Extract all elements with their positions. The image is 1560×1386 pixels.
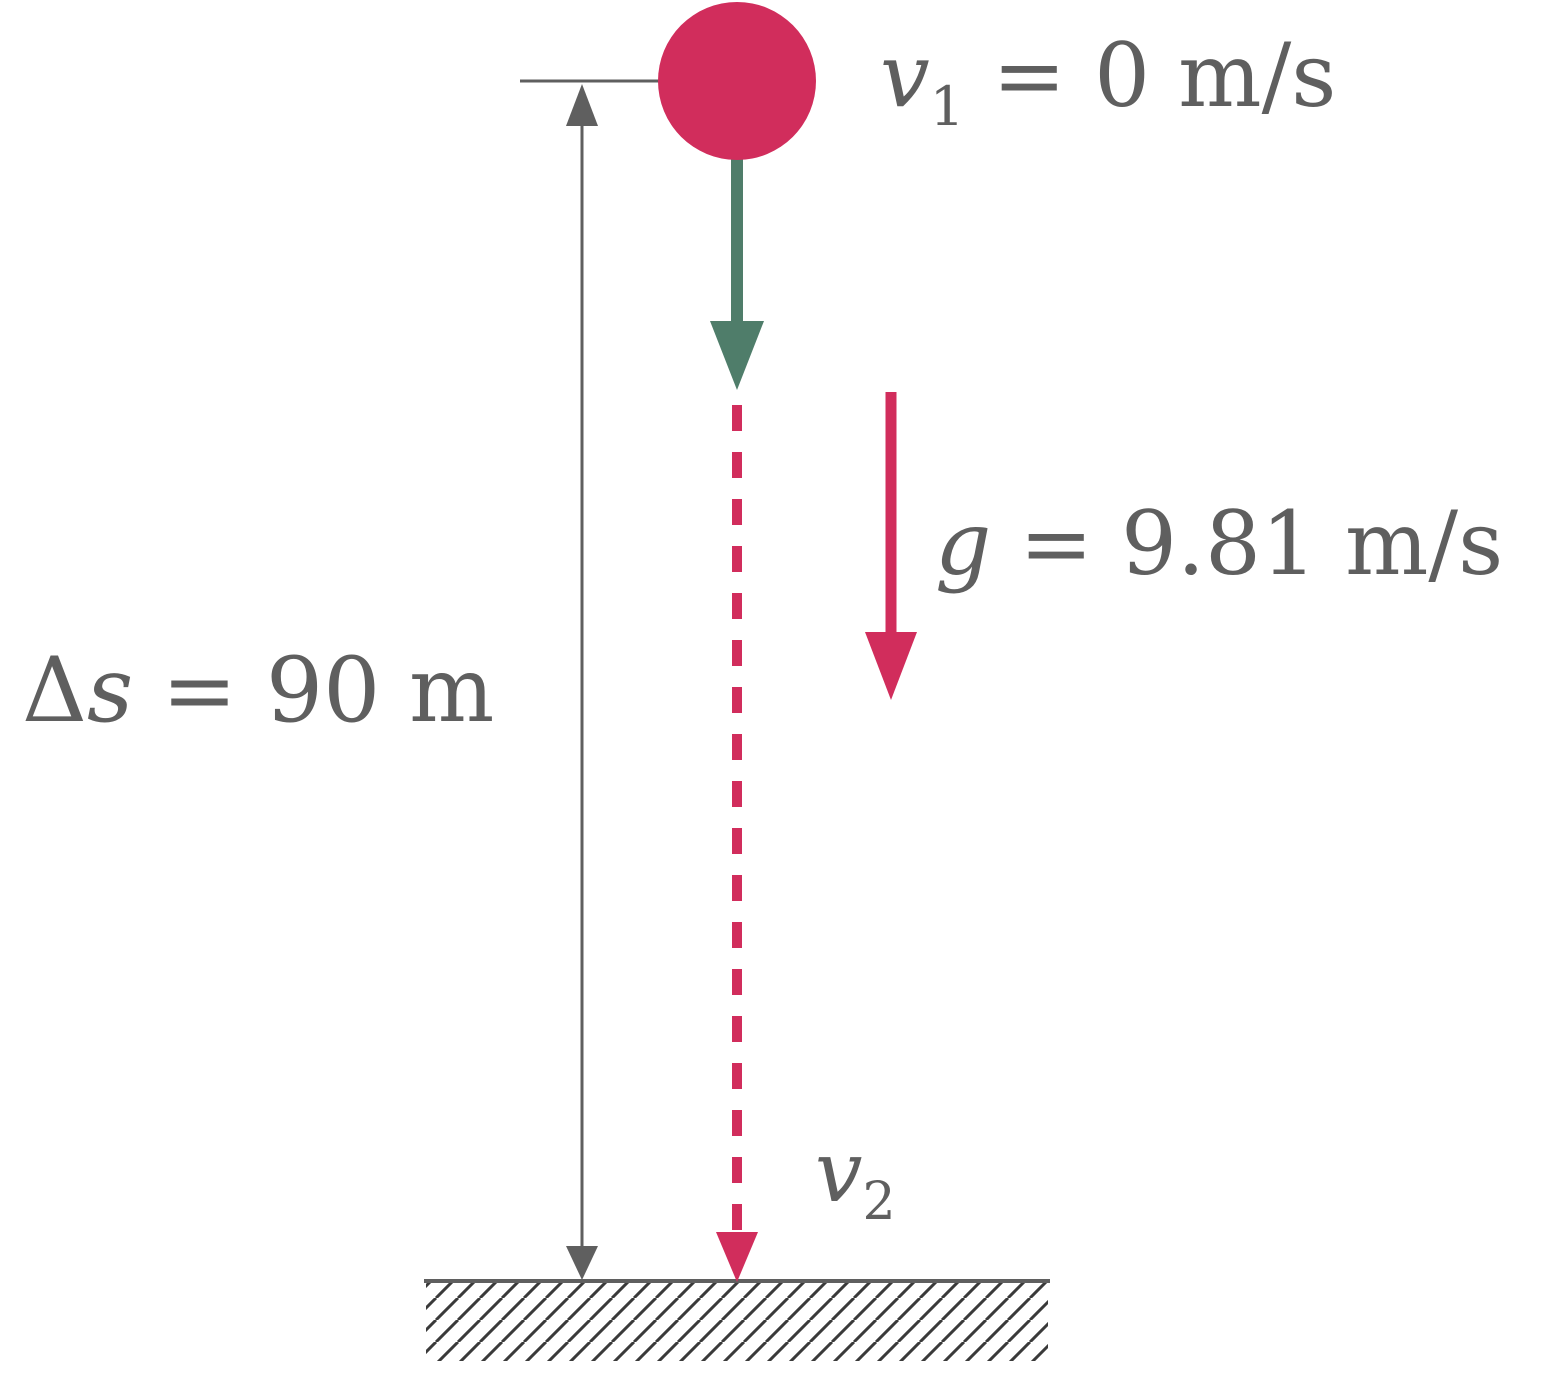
ground: [424, 1279, 1050, 1361]
height-dimension-arrow: [566, 84, 598, 1280]
trajectory-dashed-arrow: [716, 405, 758, 1282]
velocity-arrow: [710, 155, 764, 390]
initial-velocity-label: v1 = 0 m/s: [880, 24, 1337, 139]
ball: [658, 2, 816, 160]
final-velocity-label: v2: [815, 1123, 896, 1233]
gravity-arrow: [865, 392, 917, 700]
height-label: Δs = 90 m: [22, 638, 495, 743]
gravity-label: g = 9.81 m/s: [935, 492, 1504, 595]
